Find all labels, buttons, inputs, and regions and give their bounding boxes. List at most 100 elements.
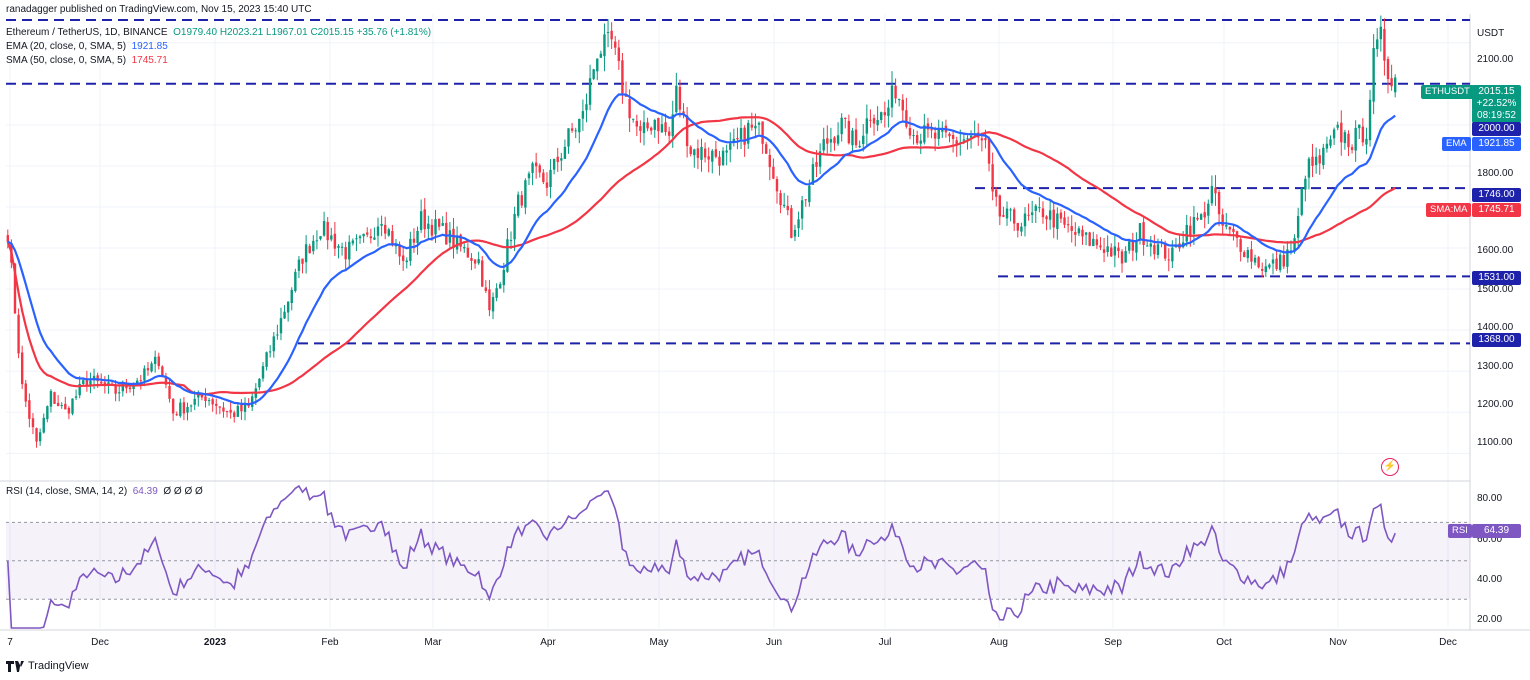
rsi-tag: RSI xyxy=(1448,524,1472,538)
candle-body xyxy=(876,119,879,126)
candle-body xyxy=(401,255,405,261)
candle-body xyxy=(729,143,732,150)
candle-body xyxy=(455,235,459,250)
candle-body xyxy=(376,226,380,236)
candle-body xyxy=(452,228,455,248)
rsi-legend-value: 64.39 xyxy=(132,486,158,497)
candle-body xyxy=(294,271,297,292)
candle-body xyxy=(549,169,552,188)
candle-body xyxy=(488,289,491,311)
candle-body xyxy=(1239,239,1242,252)
candle-body xyxy=(416,230,419,244)
candle-body xyxy=(337,245,340,248)
candle-body xyxy=(1358,124,1361,129)
candle-body xyxy=(1304,178,1307,190)
candle-body xyxy=(516,194,520,216)
candle-body xyxy=(826,138,829,144)
candle-body xyxy=(225,411,229,413)
time-tick: Sep xyxy=(1104,637,1122,648)
alert-lightning-icon[interactable]: ⚡ xyxy=(1381,458,1399,476)
candle-body xyxy=(495,288,498,298)
candle-body xyxy=(1257,257,1260,268)
candle-body xyxy=(851,130,854,146)
candle-body xyxy=(725,150,728,153)
candle-body xyxy=(463,246,466,249)
candle-body xyxy=(150,363,153,372)
footer-brand[interactable]: TradingView xyxy=(6,660,89,672)
candle-body xyxy=(980,138,984,141)
candle-body xyxy=(1300,188,1303,215)
candle-body xyxy=(815,162,818,167)
sma-legend: SMA (50, close, 0, SMA, 5) 1745.71 xyxy=(6,55,168,66)
time-tick: Jun xyxy=(765,637,783,648)
symbol-badge: ETHUSDT xyxy=(1421,85,1474,99)
candle-body xyxy=(865,118,869,134)
candle-body xyxy=(844,117,847,119)
candle-body xyxy=(847,120,851,144)
candle-body xyxy=(118,392,121,394)
candle-body xyxy=(369,236,373,239)
candle-body xyxy=(229,409,232,413)
candle-body xyxy=(139,380,142,382)
candle-body xyxy=(64,403,67,410)
candle-body xyxy=(207,399,211,401)
candle-body xyxy=(78,383,81,396)
candle-body xyxy=(398,244,401,257)
candle-body xyxy=(1128,241,1131,251)
candle-body xyxy=(800,200,804,219)
candle-body xyxy=(164,377,168,385)
candle-body xyxy=(1002,215,1005,217)
candle-body xyxy=(423,209,426,230)
candle-body xyxy=(567,128,570,147)
candle-body xyxy=(222,407,225,412)
candle-body xyxy=(1221,214,1224,226)
candle-body xyxy=(919,140,922,144)
ema-legend: EMA (20, close, 0, SMA, 5) 1921.85 xyxy=(6,41,168,52)
candle-body xyxy=(545,182,549,188)
candle-body xyxy=(1368,99,1372,141)
candle-body xyxy=(901,99,904,111)
candle-body xyxy=(811,164,815,185)
candle-body xyxy=(85,378,89,386)
rsi-tick: 80.00 xyxy=(1477,493,1503,504)
candle-body xyxy=(143,368,146,381)
candle-body xyxy=(775,179,779,192)
candle-body xyxy=(1185,224,1188,242)
candle-body xyxy=(894,85,897,99)
candle-body xyxy=(1034,205,1037,211)
candle-body xyxy=(1210,185,1214,204)
candle-body xyxy=(1171,247,1174,262)
candle-body xyxy=(200,394,204,398)
candle-body xyxy=(829,139,833,143)
candle-body xyxy=(991,164,994,192)
candle-body xyxy=(718,156,721,166)
candle-body xyxy=(1250,249,1253,262)
candle-body xyxy=(1350,147,1354,150)
price-tick: 2100.00 xyxy=(1477,54,1514,65)
candle-body xyxy=(100,381,103,384)
candle-body xyxy=(1149,243,1152,247)
rsi-tick: 40.00 xyxy=(1477,574,1503,585)
sma-legend-label: SMA (50, close, 0, SMA, 5) xyxy=(6,55,127,66)
candle-body xyxy=(854,129,858,146)
ema-legend-value: 1921.85 xyxy=(131,41,168,52)
candle-body xyxy=(1102,249,1106,253)
candle-body xyxy=(534,162,538,167)
candle-body xyxy=(685,115,689,147)
candle-body xyxy=(678,86,682,110)
candle-body xyxy=(1340,122,1343,143)
candle-body xyxy=(869,119,872,121)
candle-body xyxy=(1379,26,1383,40)
candle-body xyxy=(362,233,365,237)
candle-body xyxy=(74,396,78,398)
candle-body xyxy=(319,236,322,240)
candle-body xyxy=(969,135,973,138)
candle-body xyxy=(1016,223,1019,231)
candle-body xyxy=(373,237,376,240)
candle-body xyxy=(632,118,635,120)
candle-body xyxy=(391,231,394,246)
candle-body xyxy=(24,383,27,402)
candle-body xyxy=(1020,226,1023,232)
candle-body xyxy=(664,122,667,133)
